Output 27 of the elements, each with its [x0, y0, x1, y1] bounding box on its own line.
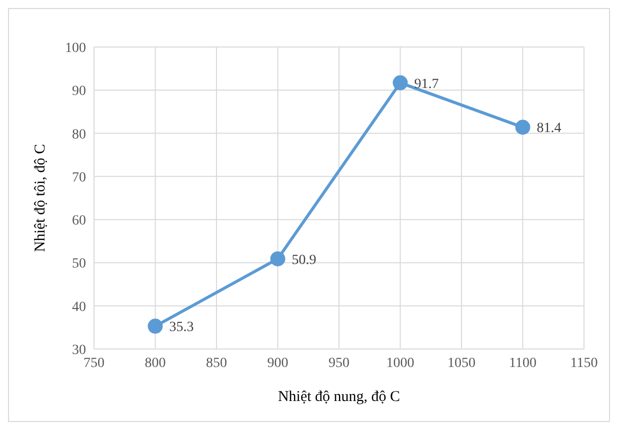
point	[392, 75, 408, 90]
y-tick-label: 100	[65, 40, 86, 56]
point	[148, 318, 163, 334]
y-tick-label: 30	[72, 342, 86, 358]
point	[515, 120, 530, 135]
data-label: 81.4	[536, 121, 562, 136]
x-tick-label: 1000	[386, 356, 414, 371]
point	[270, 251, 286, 266]
x-tick-label: 1150	[570, 356, 598, 371]
x-tick-label: 800	[144, 356, 166, 371]
x-axis-title: Nhiệt độ nung, độ C	[278, 389, 400, 405]
y-tick-label: 90	[72, 84, 86, 100]
data-label: 35.3	[169, 320, 194, 336]
x-tick-label: 850	[206, 356, 227, 371]
y-tick-label: 60	[72, 214, 86, 229]
x-tick-label: 950	[328, 356, 350, 371]
x-tick-label: 750	[84, 356, 104, 371]
y-axis-title: Nhiệt độ tôi, độ C	[32, 144, 48, 252]
y-tick-label: 40	[72, 300, 86, 315]
x-tick-label: 1050	[448, 356, 476, 371]
x-tick-label: 1100	[509, 356, 536, 371]
data-label: 91.7	[414, 76, 439, 92]
y-tick-label: 70	[72, 170, 86, 186]
y-tick-label: 50	[72, 256, 86, 272]
x-tick-label: 900	[267, 356, 288, 371]
data-label: 50.9	[292, 252, 316, 268]
y-tick-label: 80	[72, 127, 86, 142]
